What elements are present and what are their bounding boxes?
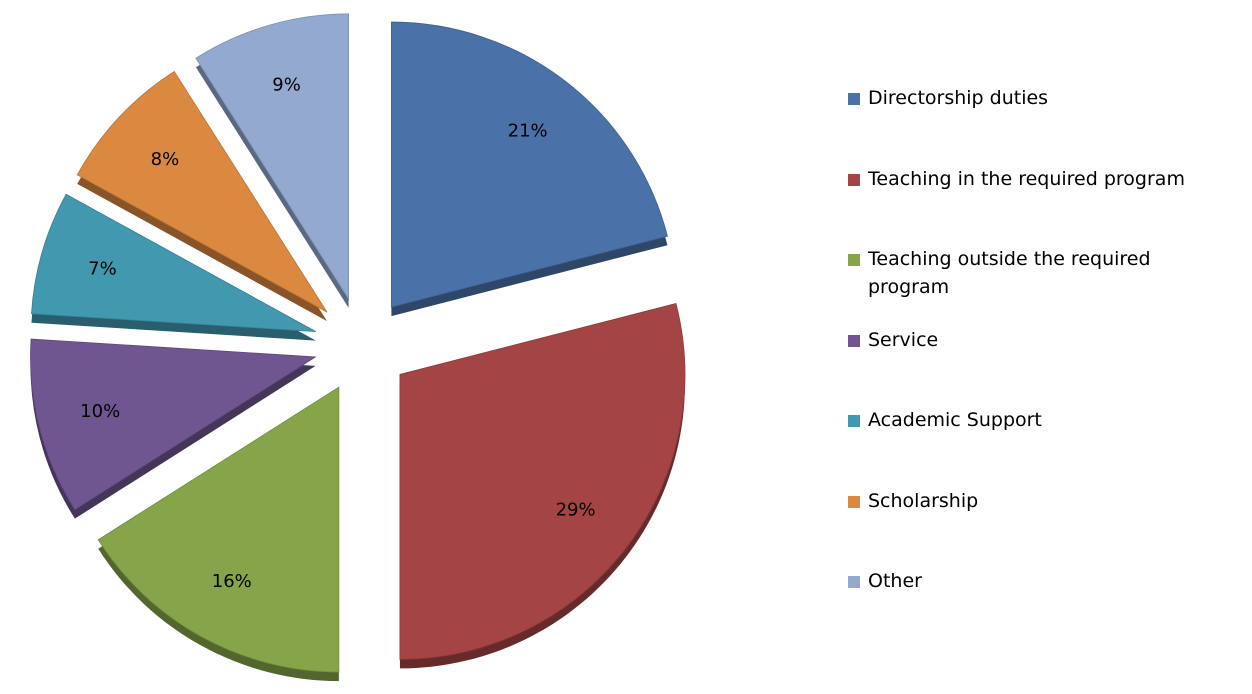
legend-item: Academic Support [848,406,1248,487]
legend-swatch [848,495,860,508]
legend-label: Other [868,570,922,592]
slice [31,193,317,333]
data-label: 16% [212,571,252,592]
slice [97,386,340,673]
slice [30,338,317,511]
slice [399,303,686,660]
legend-swatch [848,576,860,588]
slice [391,21,668,308]
legend-item: Other [848,567,1248,648]
legend-label: Teaching in the required program [868,167,1185,190]
data-label: 7% [88,259,117,280]
pie-area: 21% 29% 16% 10% 7% 8% 9% [30,13,686,682]
data-label: 8% [151,149,180,170]
legend-item: Service [848,326,1248,407]
legend-swatch [848,415,860,427]
legend-swatch [848,173,860,186]
legend-label: Scholarship [868,489,979,512]
legend-label: Academic Support [868,409,1042,431]
slice [76,70,328,313]
legend-item: Scholarship [848,487,1248,568]
slice [195,13,350,301]
data-label: 21% [508,120,548,141]
legend-item: Teaching outside the required program [848,245,1248,326]
legend-swatch [848,334,860,347]
legend-item: Teaching in the required program [848,165,1248,246]
data-label: 29% [556,500,596,521]
legend-swatch [848,93,860,105]
data-label: 10% [80,401,120,422]
legend-label: Directorship duties [868,87,1049,109]
data-label: 9% [272,74,301,95]
legend-item: Directorship duties [848,84,1248,165]
legend: Directorship duties Teaching in the requi… [848,84,1248,648]
legend-label: Teaching outside the required program [868,248,1151,298]
legend-swatch [848,254,860,266]
legend-label: Service [868,328,939,351]
